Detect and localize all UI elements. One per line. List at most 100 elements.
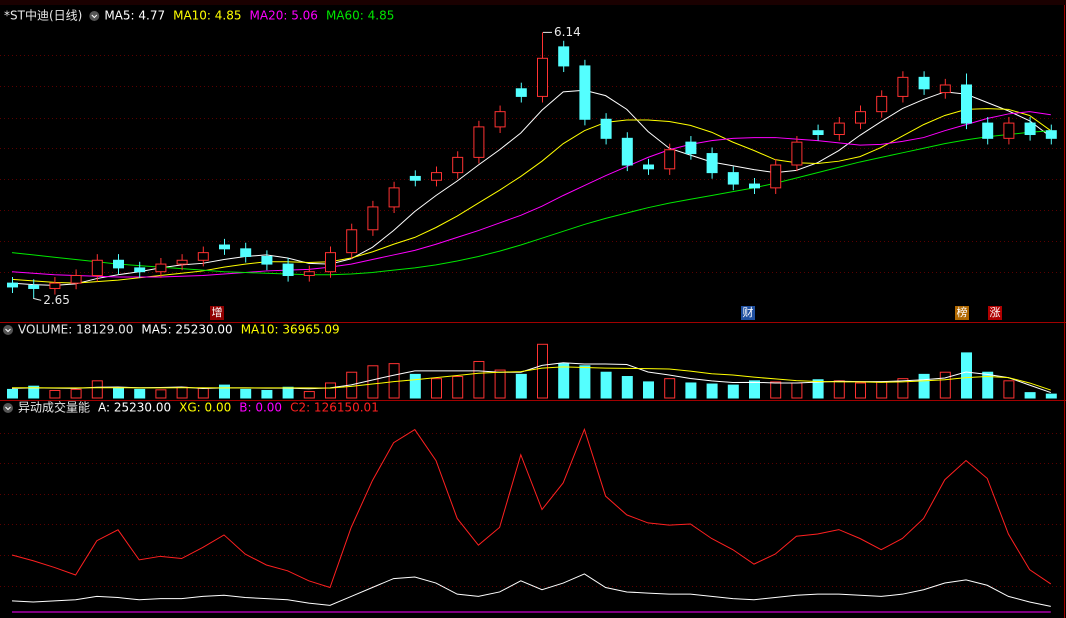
top-strip [0,0,1066,5]
volume-bar [855,382,866,399]
legend-text: B: 0.00 [239,401,282,415]
volume-bar [49,389,61,399]
legend-text: C2: 126150.01 [290,401,379,415]
menu-icon [3,403,13,413]
candle-body [579,65,591,120]
volume-bar [749,380,760,399]
candle-body [961,84,972,124]
volume-bar [176,386,188,399]
event-marker-bg [210,306,224,320]
volume-bar [982,371,994,399]
volume-bar [473,360,485,399]
candle-body [325,252,336,273]
candle-body [473,126,485,158]
candle-body [833,122,845,136]
candle-body [219,244,230,250]
candle-body [49,282,61,289]
candle-body [452,156,464,174]
candle-body [409,175,421,181]
volume-bar [643,381,654,399]
volume-bar [961,352,972,399]
menu-icon [3,325,13,335]
candle-body [664,149,676,170]
candle-body [367,206,379,231]
candle-body [282,263,294,277]
candle-body [515,88,527,97]
volume-bar [409,373,421,399]
candle-body [770,164,782,189]
menu-icon-chevron [5,406,11,411]
candle-body [431,172,442,181]
candle-body [28,284,40,289]
legend-text: *ST中迪(日线) [4,8,82,23]
volume-bar [897,378,909,399]
volume-bar [664,378,676,399]
volume-bar [28,385,40,399]
event-marker-bg [988,306,1002,320]
volume-bar [197,387,209,399]
legend-text: MA5: 25230.00 [141,323,232,337]
candle-body [70,275,82,284]
candle-body [91,259,103,277]
volume-bar [685,382,697,399]
volume-bar [134,388,146,399]
candle-body [1045,130,1057,139]
event-marker: 榜 [957,305,968,319]
volume-bar [494,369,506,399]
menu-icon-chevron [91,14,98,19]
candle-body [7,282,18,288]
line-series [11,573,1051,607]
event-marker: 涨 [990,306,1001,319]
legend-text: XG: 0.00 [179,401,231,415]
volume-bar [1003,380,1015,399]
volume-bar [113,387,124,399]
legend-text: A: 25230.00 [98,401,171,415]
event-marker-bg [741,306,755,320]
low-pointer [33,297,42,301]
high-annotation: 6.14 [554,25,581,39]
candle-body [621,137,633,166]
line-series [12,366,1051,391]
candle-body [494,111,506,128]
candle-body [939,84,951,94]
volume-bar [770,381,782,399]
candle-body [134,267,146,273]
candle-body [176,259,188,265]
candle-body [982,122,994,139]
volume-bar [833,380,845,399]
candle-body [113,259,124,269]
volume-bar [600,371,612,399]
volume-bar [812,379,824,399]
candle-body [643,164,654,170]
candle-body [537,57,548,97]
volume-bar [939,371,951,399]
volume-bar [1024,392,1036,399]
legend-text: 异动成交量能 [18,400,90,415]
volume-bar [558,363,570,399]
volume-bar [706,383,718,399]
candle-body [855,111,866,124]
volume-bar [621,376,633,399]
volume-bar [1045,393,1057,399]
volume-bar [70,388,82,399]
line-series [11,108,1052,284]
candle-body [558,46,570,67]
volume-bar [282,386,294,399]
volume-bar [727,384,739,399]
candle-body [706,153,718,174]
legend-text: MA10: 4.85 [173,9,241,23]
low-annotation: 2.65 [43,293,70,307]
volume-bar [7,388,18,399]
volume-bar [876,381,888,399]
line-series [11,427,1052,589]
volume-bar [367,365,379,399]
volume-bar [261,389,273,399]
candle-body [197,252,209,261]
candle-body [155,263,167,273]
volume-bar [791,382,803,399]
candle-body [876,95,888,113]
legend-text: MA60: 4.85 [326,9,394,23]
volume-bar [918,373,930,399]
candle-body [918,76,930,90]
